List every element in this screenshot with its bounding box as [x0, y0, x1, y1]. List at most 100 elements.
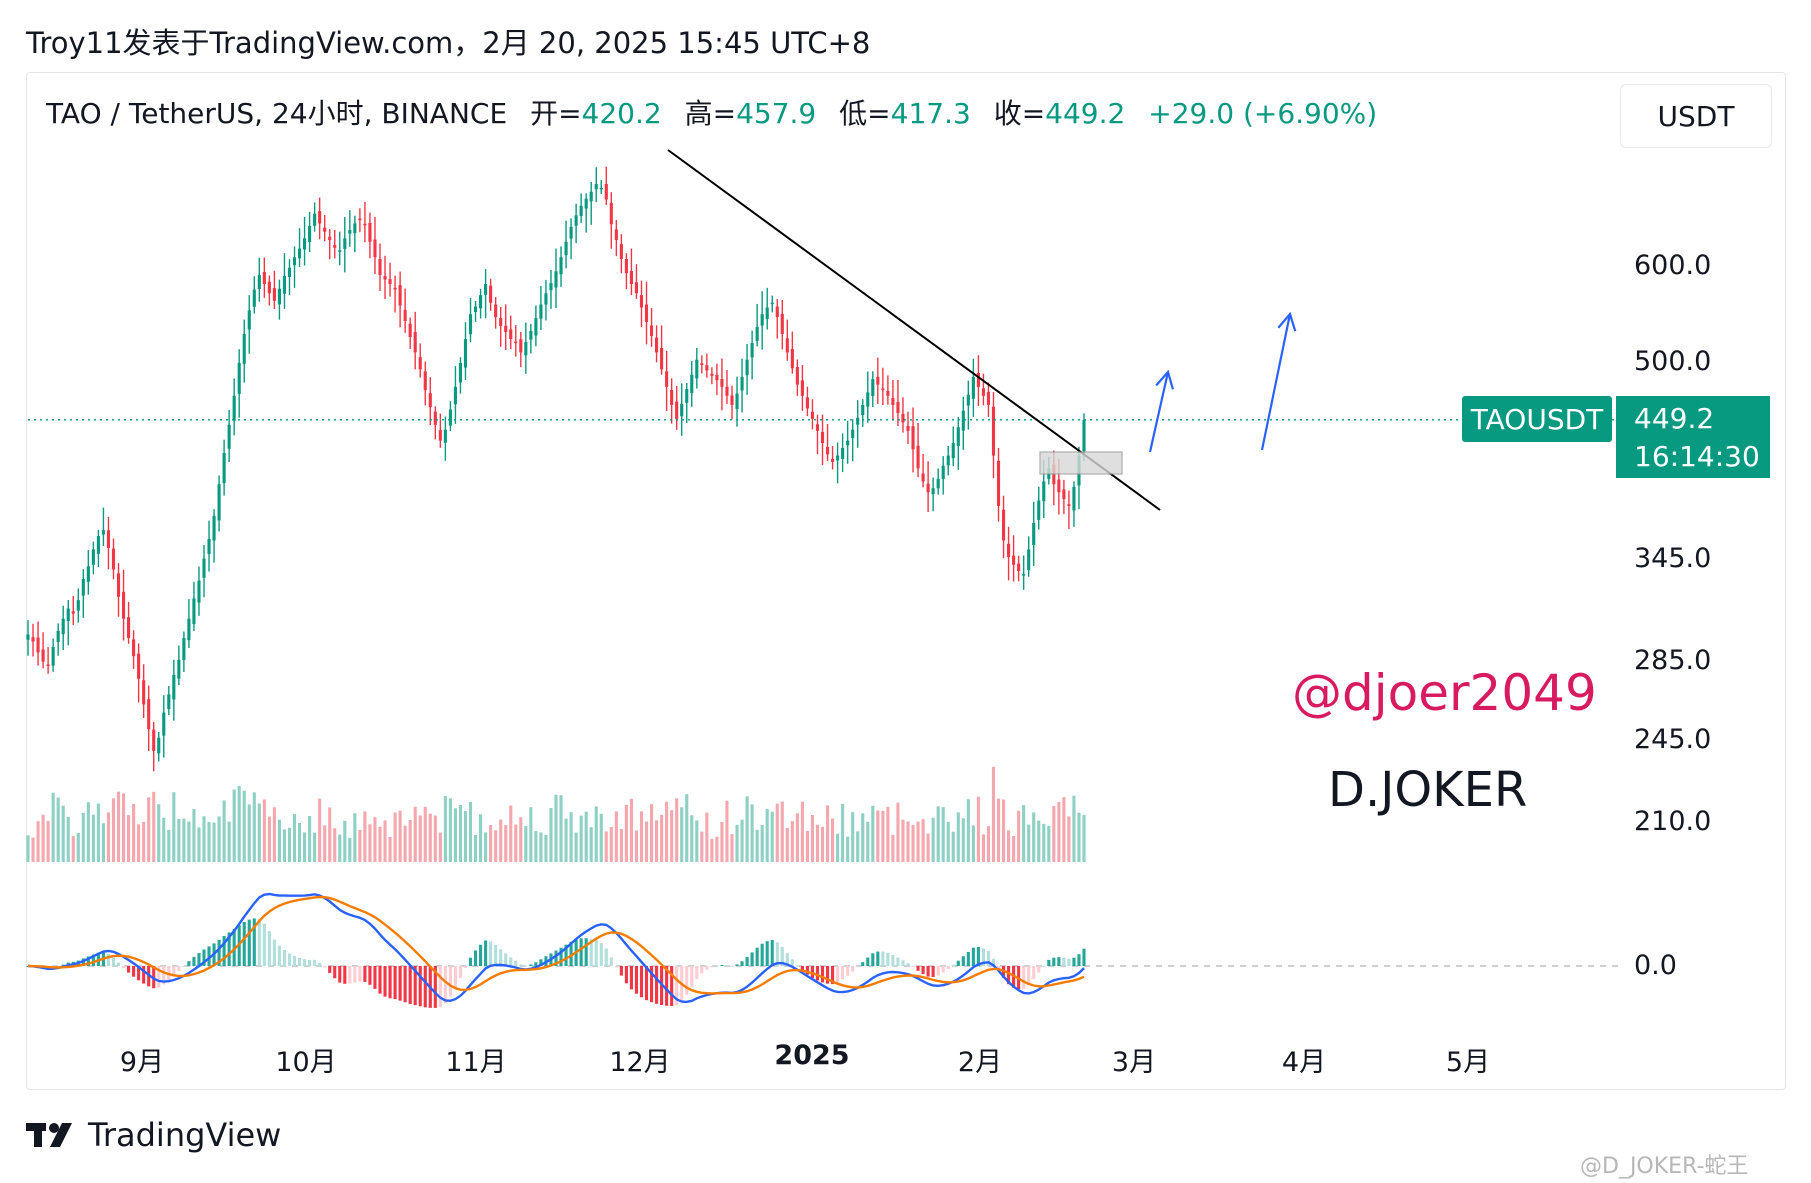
- volume-bar: [1027, 824, 1031, 862]
- macd-histogram-bar: [851, 966, 855, 972]
- volume-bar: [494, 830, 498, 862]
- candle-body: [785, 338, 789, 353]
- candle-body: [504, 325, 508, 332]
- volume-bar: [121, 793, 126, 862]
- candle-body: [634, 282, 639, 294]
- volume-bar: [624, 804, 628, 862]
- volume-bar: [574, 832, 578, 862]
- macd-histogram-bar: [458, 966, 463, 978]
- candle-body: [127, 617, 131, 638]
- candle-body: [297, 248, 302, 259]
- volume-bar: [655, 820, 659, 862]
- candle-body: [152, 729, 156, 751]
- volume-bar: [715, 836, 719, 862]
- macd-histogram-bar: [463, 966, 468, 968]
- macd-histogram-bar: [132, 966, 136, 977]
- candle-body: [96, 536, 100, 554]
- volume-bar: [1082, 814, 1086, 862]
- candle-body: [222, 453, 226, 484]
- macd-histogram-bar: [111, 957, 116, 966]
- candle-body: [710, 373, 714, 376]
- macd-histogram-bar: [468, 957, 473, 966]
- macd-histogram-bar: [996, 966, 1001, 969]
- macd-histogram-bar: [373, 966, 377, 989]
- volume-bar: [358, 829, 362, 862]
- candle-body: [956, 427, 960, 447]
- macd-histogram-bar: [976, 946, 980, 966]
- macd-histogram-bar: [735, 964, 739, 966]
- up-arrow-icon: [1148, 371, 1170, 453]
- candle-body: [458, 362, 463, 383]
- macd-histogram-bar: [489, 941, 493, 966]
- x-tick-label: 5月: [1445, 1047, 1491, 1078]
- volume-bar: [76, 832, 80, 862]
- macd-histogram-bar: [1027, 966, 1031, 986]
- macd-histogram-bar: [896, 957, 900, 966]
- macd-histogram-bar: [594, 939, 598, 966]
- macd-histogram-bar: [790, 959, 794, 966]
- macd-zero-label: 0.0: [1634, 950, 1677, 981]
- macd-histogram-bar: [961, 956, 965, 966]
- volume-bar: [941, 807, 945, 862]
- x-tick-label: 12月: [609, 1047, 671, 1078]
- macd-histogram-bar: [589, 938, 593, 966]
- candle-body: [147, 699, 151, 730]
- candle-body: [820, 431, 825, 444]
- candle-body: [805, 397, 809, 409]
- volume-bar: [443, 795, 447, 862]
- candle-body: [473, 306, 478, 312]
- candle-body: [1017, 563, 1021, 572]
- volume-bar: [147, 797, 151, 862]
- macd-histogram-bar: [926, 966, 930, 977]
- macd-histogram-bar: [1007, 966, 1011, 985]
- volume-bar: [207, 822, 211, 862]
- volume-bar: [815, 824, 820, 862]
- volume-bar: [665, 801, 669, 862]
- candle-body: [921, 473, 925, 482]
- macd-histogram-bar: [142, 966, 146, 984]
- candle-body: [132, 639, 136, 657]
- candle-body: [831, 458, 835, 462]
- candle-body: [800, 380, 804, 396]
- volume-bar: [725, 800, 729, 862]
- volume-bar: [142, 821, 146, 862]
- symbol-label[interactable]: TAO / TetherUS, 24小时, BINANCE: [46, 97, 508, 130]
- candle-body: [36, 637, 40, 653]
- candle-body: [358, 218, 362, 221]
- candle-body: [941, 465, 945, 479]
- last-price-tag: 449.2 16:14:30: [1616, 396, 1770, 478]
- candle-body: [418, 357, 422, 370]
- macd-histogram-bar: [770, 939, 774, 966]
- candle-body: [167, 694, 171, 710]
- macd-histogram-bar: [861, 962, 865, 966]
- volume-bar: [182, 818, 186, 862]
- currency-unit-button[interactable]: USDT: [1620, 84, 1772, 148]
- volume-bar: [896, 802, 900, 862]
- volume-bar: [167, 829, 171, 862]
- volume-bar: [504, 825, 508, 862]
- candle-body: [142, 680, 146, 705]
- volume-bar: [343, 820, 347, 862]
- up-arrow-icon: [1260, 313, 1292, 451]
- candle-body: [323, 227, 327, 232]
- volume-bar: [116, 791, 121, 862]
- macd-histogram-bar: [423, 966, 427, 1008]
- x-tick-label: 9月: [119, 1047, 165, 1078]
- candle-body: [116, 573, 121, 597]
- candle-body: [162, 712, 166, 736]
- volume-bar: [966, 799, 970, 862]
- macd-histogram-bar: [197, 953, 201, 966]
- volume-bar: [700, 831, 704, 862]
- volume-bar: [981, 834, 985, 862]
- macd-histogram-bar: [408, 966, 412, 1004]
- candle-body: [428, 393, 432, 408]
- candle-body: [695, 359, 699, 379]
- volume-bar: [313, 832, 317, 862]
- macd-histogram-bar: [479, 944, 483, 966]
- candle-body: [212, 515, 216, 541]
- candle-body: [494, 304, 498, 318]
- volume-bar: [41, 814, 45, 862]
- volume-bar: [886, 806, 890, 862]
- volume-bar: [31, 837, 35, 862]
